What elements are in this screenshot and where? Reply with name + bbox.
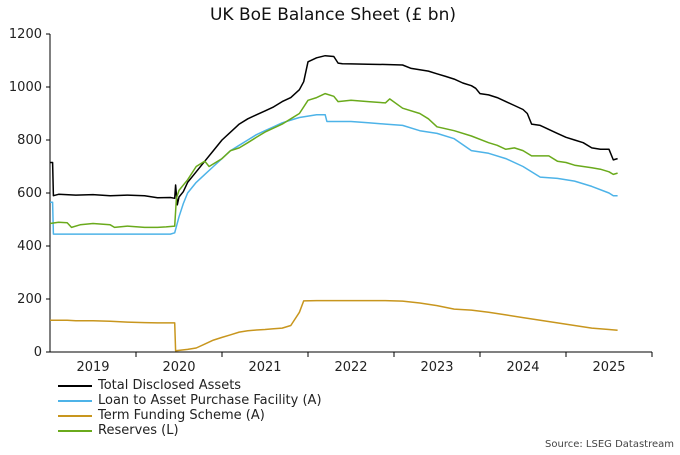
legend-swatch-tfs [58, 414, 92, 417]
legend-swatch-reserves [58, 429, 92, 432]
series-apf [50, 114, 618, 235]
legend-item-total-assets: Total Disclosed Assets [58, 378, 322, 393]
x-tick-label: 2019 [76, 360, 109, 375]
series-tfs [50, 299, 618, 352]
x-tick-label: 2021 [248, 360, 281, 375]
legend-label-reserves: Reserves (L) [98, 423, 179, 438]
x-tick-label: 2022 [334, 360, 367, 375]
legend-item-reserves: Reserves (L) [58, 423, 322, 438]
legend-label-total-assets: Total Disclosed Assets [98, 378, 242, 393]
x-tick-label: 2025 [592, 360, 625, 375]
x-tick-label: 2024 [506, 360, 539, 375]
legend-label-tfs: Term Funding Scheme (A) [98, 408, 265, 423]
y-tick-label: 1200 [9, 27, 42, 42]
legend-swatch-total-assets [58, 384, 92, 387]
y-tick-label: 600 [17, 186, 42, 201]
x-tick-label: 2020 [162, 360, 195, 375]
legend-item-apf: Loan to Asset Purchase Facility (A) [58, 393, 322, 408]
legend: Total Disclosed Assets Loan to Asset Pur… [58, 378, 322, 438]
y-tick-label: 0 [34, 345, 42, 360]
y-tick-label: 400 [17, 239, 42, 254]
y-tick-label: 800 [17, 133, 42, 148]
y-tick-label: 200 [17, 292, 42, 307]
chart-title: UK BoE Balance Sheet (£ bn) [210, 5, 456, 25]
legend-label-apf: Loan to Asset Purchase Facility (A) [98, 393, 322, 408]
legend-item-tfs: Term Funding Scheme (A) [58, 408, 322, 423]
x-tick-label: 2023 [420, 360, 453, 375]
y-tick-label: 1000 [9, 80, 42, 95]
series-total-assets [50, 54, 618, 206]
source-note: Source: LSEG Datastream [545, 439, 674, 450]
series-reserves [49, 92, 618, 229]
legend-swatch-apf [58, 399, 92, 402]
